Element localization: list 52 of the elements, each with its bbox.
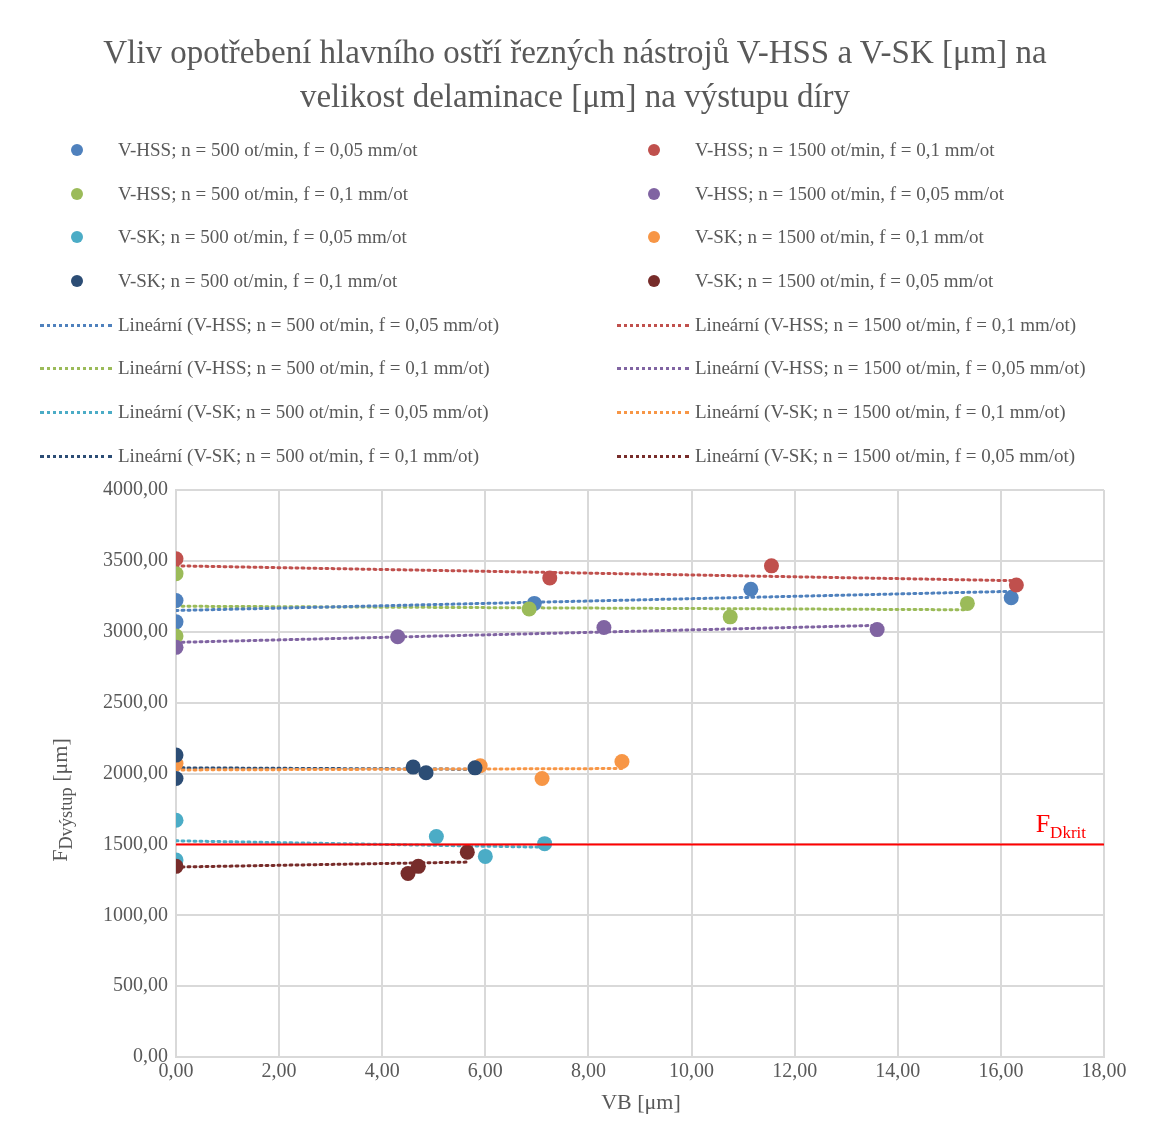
- point: [596, 620, 612, 635]
- legend-label: Lineární (V-SK; n = 500 ot/min, f = 0,1 mm/ot): [118, 444, 480, 467]
- legend-label: Lineární (V-HSS; n = 500 ot/min, f = 0,1 mm/ot): [118, 357, 490, 380]
- point: [459, 844, 475, 860]
- point: [477, 848, 493, 864]
- x-tick-label: 2,00: [261, 1059, 297, 1082]
- legend-label: V-SK; n = 1500 ot/min, f = 0,05 mm/ot: [695, 269, 994, 292]
- legend-label: V-HSS; n = 500 ot/min, f = 0,1 mm/ot: [118, 182, 408, 205]
- point: [405, 759, 421, 775]
- point: [763, 558, 779, 574]
- point: [390, 629, 406, 645]
- y-tick-label: 1500,00: [103, 831, 168, 854]
- legend-label: V-HSS; n = 1500 ot/min, f = 0,1 mm/ot: [695, 138, 995, 161]
- legend-label: V-SK; n = 500 ot/min, f = 0,1 mm/ot: [118, 269, 398, 292]
- y-tick-label: 500,00: [113, 973, 168, 996]
- point: [743, 581, 759, 597]
- x-tick-label: 10,00: [669, 1059, 715, 1082]
- legend-label: V-HSS; n = 1500 ot/min, f = 0,05 mm/ot: [695, 182, 1004, 205]
- point: [722, 609, 738, 625]
- legend-label: V-SK; n = 1500 ot/min, f = 0,1 mm/ot: [695, 226, 984, 249]
- y-tick-label: 2000,00: [103, 760, 168, 783]
- legend-label: V-HSS; n = 500 ot/min, f = 0,05 mm/ot: [118, 138, 418, 161]
- legend-label: Lineární (V-HSS; n = 1500 ot/min, f = 0,05 mm/ot): [695, 357, 1086, 380]
- chart-title: Vliv opotřebení hlavního ostří řezných nástrojů V-HSS a V-SK [μm] na velikost delaminace [μm] na výstupu díry: [102, 33, 1048, 116]
- point: [410, 858, 426, 874]
- point: [467, 760, 483, 776]
- x-tick-label: 8,00: [570, 1059, 606, 1082]
- point: [521, 601, 537, 617]
- point: [534, 770, 550, 786]
- x-tick-label: 16,00: [978, 1059, 1024, 1082]
- legend-label: Lineární (V-SK; n = 500 ot/min, f = 0,05 mm/ot): [118, 400, 489, 423]
- y-tick-label: 1000,00: [103, 902, 168, 925]
- legend-label: Lineární (V-HSS; n = 500 ot/min, f = 0,05 mm/ot): [118, 313, 500, 336]
- x-tick-label: 18,00: [1081, 1059, 1127, 1082]
- y-tick-label: 4000,00: [103, 477, 168, 500]
- point: [400, 865, 416, 881]
- legend-label: Lineární (V-SK; n = 1500 ot/min, f = 0,05 mm/ot): [695, 444, 1076, 467]
- legend-label: V-SK; n = 500 ot/min, f = 0,05 mm/ot: [118, 226, 407, 249]
- legend-label: Lineární (V-HSS; n = 1500 ot/min, f = 0,1 mm/ot): [695, 313, 1077, 336]
- point: [542, 570, 558, 586]
- y-tick-label: 2500,00: [103, 689, 168, 712]
- x-tick-label: 12,00: [772, 1059, 818, 1082]
- x-tick-label: 6,00: [467, 1059, 503, 1082]
- y-tick-label: 3000,00: [103, 619, 168, 641]
- x-tick-label: 14,00: [875, 1059, 921, 1082]
- x-tick-label: 4,00: [364, 1059, 400, 1082]
- y-tick-label: 3500,00: [103, 548, 168, 571]
- point: [418, 765, 434, 781]
- point: [428, 829, 444, 845]
- legend-label: Lineární (V-SK; n = 1500 ot/min, f = 0,1 mm/ot): [695, 400, 1066, 423]
- x-axis-title: VB [μm]: [601, 1089, 681, 1115]
- point: [614, 753, 630, 769]
